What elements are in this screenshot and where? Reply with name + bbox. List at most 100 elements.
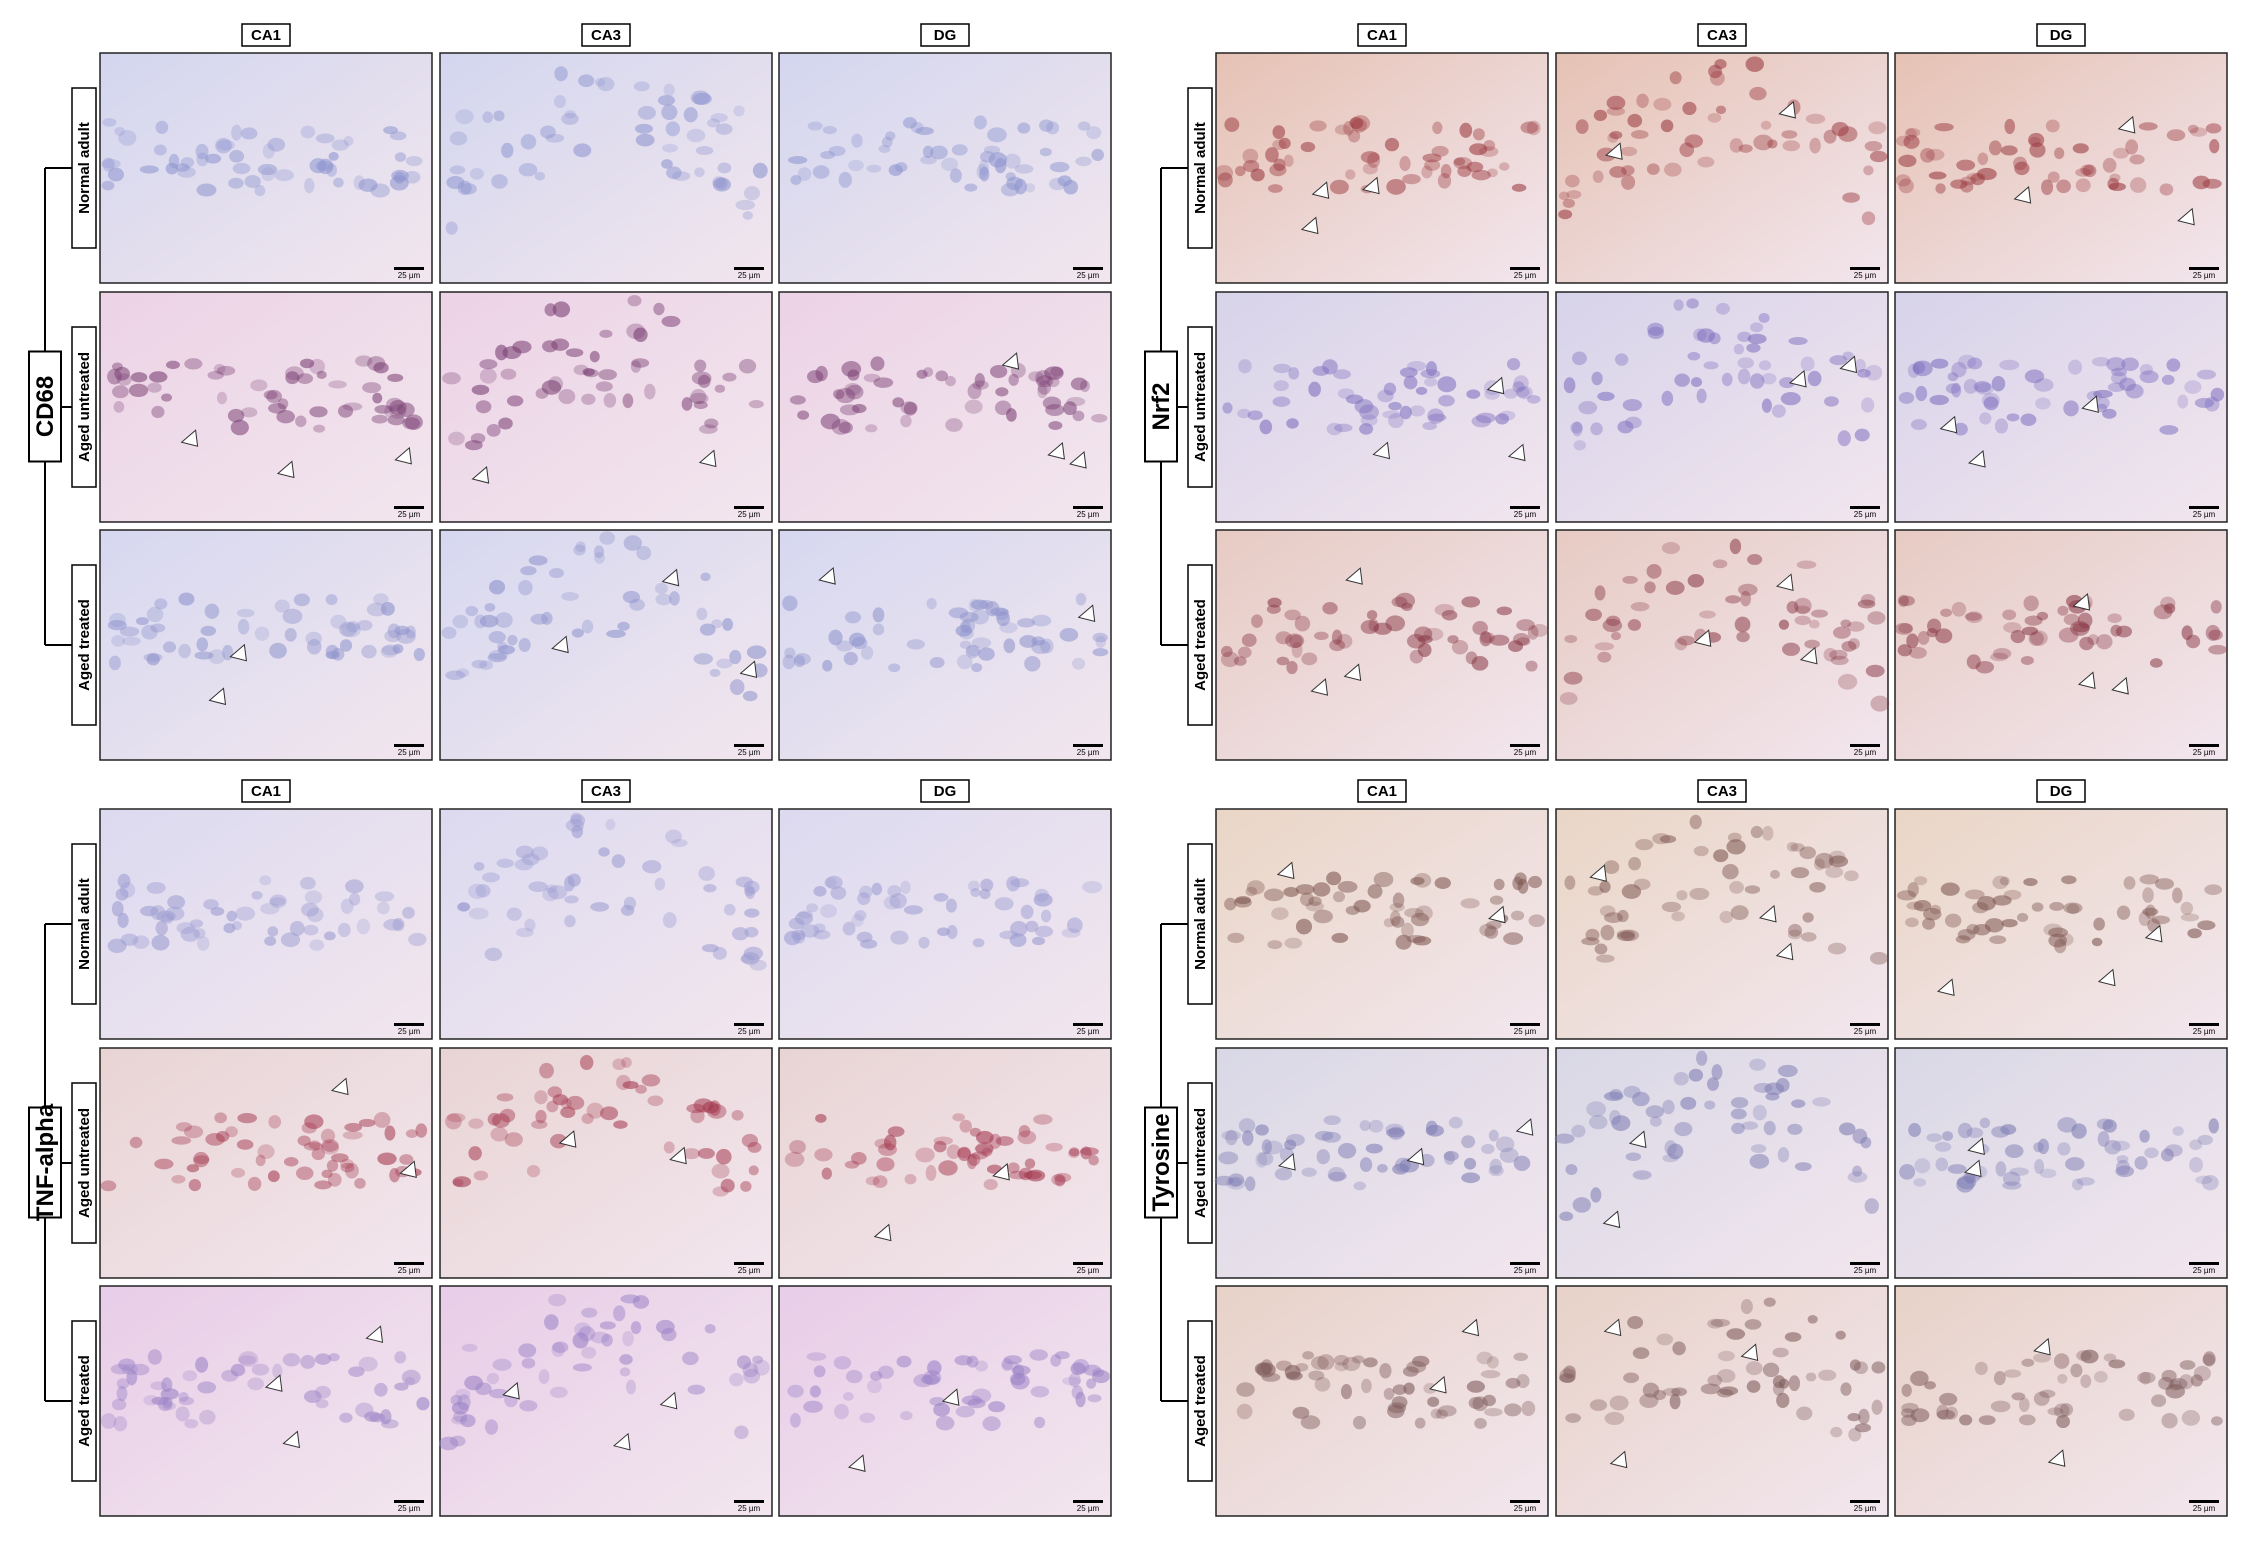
cell xyxy=(1430,1408,1443,1419)
cell xyxy=(1908,1123,1922,1137)
cell xyxy=(872,607,885,623)
cell xyxy=(2041,179,2054,196)
cell xyxy=(1402,173,1421,185)
cell xyxy=(1250,168,1265,182)
cell xyxy=(328,151,339,161)
cell xyxy=(968,598,981,612)
cell xyxy=(542,340,558,353)
cell xyxy=(1807,1314,1818,1324)
cell xyxy=(2208,1118,2219,1134)
cell xyxy=(210,906,225,916)
arrowhead xyxy=(1069,451,1087,469)
cell xyxy=(1329,639,1345,652)
cell xyxy=(1238,359,1252,374)
cell xyxy=(1861,211,1876,226)
cell xyxy=(2006,413,2020,422)
cell xyxy=(959,640,972,649)
column-header-box xyxy=(581,23,631,47)
cell xyxy=(457,901,471,912)
cell xyxy=(2210,600,2222,614)
cell xyxy=(874,1138,892,1149)
cell xyxy=(1793,597,1812,614)
cell xyxy=(1051,1173,1066,1186)
cell xyxy=(473,1170,489,1181)
cell xyxy=(1729,880,1744,894)
cell xyxy=(2189,1139,2203,1151)
cell xyxy=(1337,881,1358,893)
cell xyxy=(1808,619,1820,629)
cell xyxy=(237,1112,257,1124)
cell xyxy=(974,1360,988,1372)
cell xyxy=(1367,884,1383,899)
cell xyxy=(1010,1372,1026,1386)
cell xyxy=(269,897,286,906)
cell xyxy=(561,591,579,601)
column-header: CA1 xyxy=(1367,783,1397,800)
cell xyxy=(384,1125,396,1141)
cell xyxy=(1777,1146,1790,1163)
cell xyxy=(1403,375,1418,390)
cell xyxy=(1237,646,1252,659)
scale-bar xyxy=(734,1262,764,1265)
arrowhead xyxy=(1609,1450,1628,1469)
column-header-box xyxy=(920,779,970,803)
cell xyxy=(871,882,883,896)
cell xyxy=(565,348,584,358)
cell xyxy=(952,1113,965,1122)
cell xyxy=(1417,642,1432,658)
cell xyxy=(1914,876,1928,886)
cell xyxy=(1858,1408,1870,1425)
cell xyxy=(839,404,860,416)
cell xyxy=(967,383,982,400)
cell xyxy=(1991,376,2006,392)
cell xyxy=(686,1103,706,1114)
cell xyxy=(1910,1370,1929,1387)
cell xyxy=(1238,1118,1256,1133)
cell xyxy=(1992,875,2009,890)
cell xyxy=(1674,1122,1693,1137)
cell xyxy=(933,1402,950,1417)
cell xyxy=(165,906,185,921)
cell xyxy=(1417,635,1433,644)
cell xyxy=(1068,1372,1081,1388)
cell xyxy=(1314,1130,1334,1141)
cell xyxy=(1570,421,1583,434)
cell xyxy=(530,613,549,625)
cell xyxy=(162,641,177,653)
cell xyxy=(1860,1136,1872,1149)
cell xyxy=(2003,622,2022,633)
cell xyxy=(1644,581,1656,594)
cell xyxy=(1840,619,1852,628)
cell xyxy=(2047,171,2060,183)
cell xyxy=(1744,885,1761,894)
cell xyxy=(1053,1172,1072,1183)
column-header: CA3 xyxy=(1707,783,1737,800)
cell xyxy=(261,167,275,182)
cell xyxy=(978,159,989,175)
cell xyxy=(1847,621,1865,632)
cell xyxy=(2109,173,2121,183)
arrowhead xyxy=(1839,355,1858,374)
cell xyxy=(387,373,404,382)
cell xyxy=(856,931,873,943)
cell xyxy=(744,886,755,897)
cell xyxy=(1006,408,1017,422)
cell xyxy=(743,946,764,961)
cell xyxy=(1331,932,1349,943)
marker-label-box xyxy=(1144,1106,1178,1219)
cell xyxy=(1811,609,1828,618)
cell xyxy=(1008,1170,1029,1180)
cell xyxy=(1857,599,1876,609)
cell xyxy=(232,162,251,175)
cell xyxy=(681,397,693,411)
cell xyxy=(824,877,837,889)
cell xyxy=(1495,413,1510,425)
cell xyxy=(146,881,166,894)
cell xyxy=(1818,1369,1837,1381)
cell xyxy=(1401,922,1414,938)
cell xyxy=(1017,1130,1037,1145)
cell xyxy=(1438,395,1455,407)
cell xyxy=(715,123,733,135)
cell xyxy=(1236,1403,1253,1420)
cell xyxy=(1300,141,1316,153)
